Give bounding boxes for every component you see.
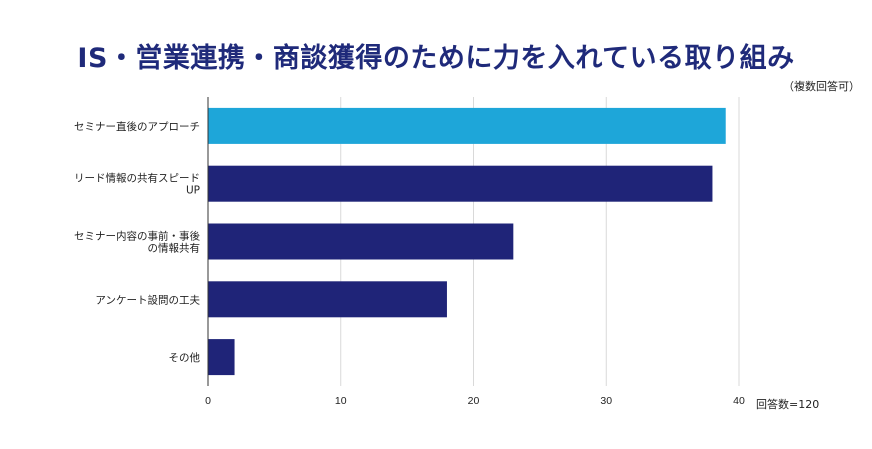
category-label-0: セミナー直後のアプローチ <box>74 120 200 133</box>
bar-0 <box>208 107 726 144</box>
chart-subtitle: （複数回答可） <box>783 80 860 93</box>
bar-3 <box>208 281 447 318</box>
bar-4 <box>208 339 235 376</box>
chart-title: IS・営業連携・商談獲得のために力を入れている取り組み <box>77 43 795 74</box>
category-label-1: リード情報の共有スピード UP <box>74 172 200 197</box>
x-tick-40: 40 <box>733 395 745 407</box>
response-count-note: 回答数=120 <box>756 398 820 411</box>
x-tick-0: 0 <box>205 395 211 407</box>
x-tick-20: 20 <box>468 395 480 407</box>
category-label-2: セミナー内容の事前・事後の情報共有 <box>74 230 200 255</box>
x-tick-30: 30 <box>600 395 612 407</box>
bar-2 <box>208 223 514 260</box>
bar-1 <box>208 165 713 202</box>
x-tick-10: 10 <box>335 395 347 407</box>
category-label-4: その他 <box>169 351 201 364</box>
category-label-3: アンケート設問の工夫 <box>95 293 200 306</box>
